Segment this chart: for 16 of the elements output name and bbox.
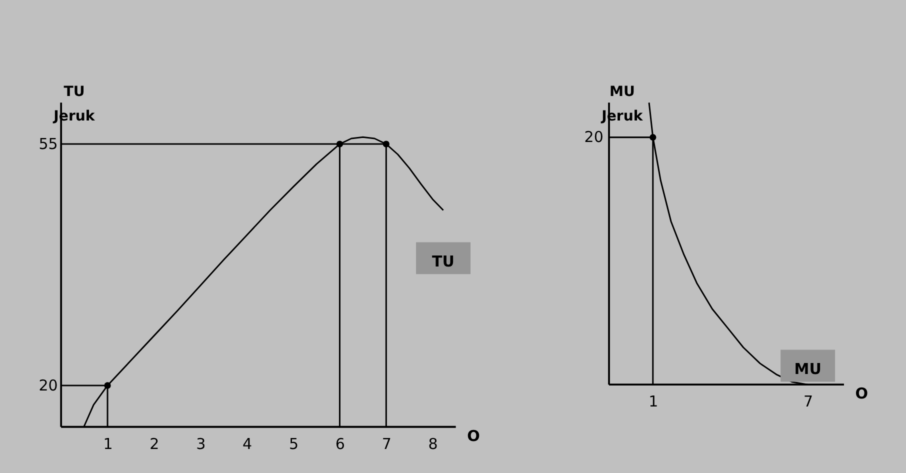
series-label: MU (794, 360, 822, 378)
x-tick-label: 8 (428, 434, 438, 453)
x-axis-title: O (467, 426, 480, 445)
x-tick-label: 3 (196, 434, 206, 453)
x-tick-label: 2 (150, 434, 160, 453)
x-tick-label: 5 (288, 434, 299, 453)
x-tick-label: 1 (103, 434, 113, 453)
text: TU (432, 252, 454, 271)
annotation: 20 (584, 128, 604, 146)
x-tick-label: 1 (648, 392, 658, 411)
y-tick-label: 55 (38, 135, 58, 154)
x-tick-label: 7 (382, 434, 392, 453)
x-tick-label: 6 (335, 434, 345, 453)
x-tick-label: 4 (242, 434, 252, 453)
x-axis-title: O (855, 384, 868, 403)
x-tick-label: 7 (804, 392, 814, 411)
